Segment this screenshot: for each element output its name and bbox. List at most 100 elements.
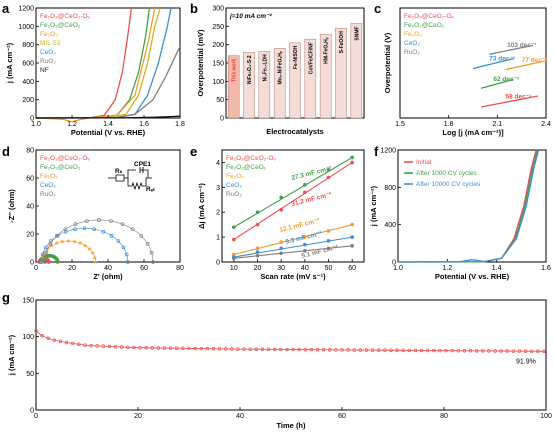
y-tick-label: 600 xyxy=(22,61,34,68)
bar-category-label: HM-FeOₓHᵧ xyxy=(324,37,330,64)
cdl-point xyxy=(303,190,307,195)
nyquist-point xyxy=(101,229,106,234)
cdl-point xyxy=(303,249,307,253)
panel-label-g: g xyxy=(2,290,10,305)
x-tick-label: 1.4 xyxy=(492,265,502,272)
panel-label-d: d xyxy=(2,144,10,159)
y-tick-label: 0 xyxy=(30,116,34,123)
circuit-label-rs: Rₛ xyxy=(115,168,123,175)
panel-f: 1.0 1.2 1.4 1.6 0 400 800 1200 Potential (V vs. … xyxy=(369,148,551,282)
y-tick-label: 1200 xyxy=(18,6,34,13)
tafel-slope-label: 77 dec⁻¹ xyxy=(522,57,548,64)
legend-entry: Fe₂O₃@CeO₂-Oᵥ xyxy=(40,13,91,20)
y-tick-label: 0 xyxy=(392,260,396,267)
cdl-point xyxy=(232,252,236,257)
nyquist-point xyxy=(120,222,125,227)
nyquist-point xyxy=(43,245,48,250)
x-tick-label: 1.0 xyxy=(31,121,41,128)
x-tick-label: 10 xyxy=(230,265,238,272)
nyquist-point xyxy=(48,241,53,246)
x-tick-label: 0 xyxy=(34,265,38,272)
x-axis-label: Z′ (ohm) xyxy=(93,272,123,281)
y-axis-label: j (mA cm⁻²) xyxy=(369,185,378,227)
equivalent-circuit-inset: CPE1 Rₛ Rₑₜ xyxy=(108,161,155,193)
y-tick-label: 2 xyxy=(216,210,220,217)
y-tick-label: 1000 xyxy=(18,24,34,31)
x-tick-label: 80 xyxy=(176,265,184,272)
stability-point xyxy=(34,329,38,333)
cdl-value-label: 31.2 mF cm⁻² xyxy=(291,191,333,208)
x-tick-label: 40 xyxy=(104,265,112,272)
x-tick-label: 20 xyxy=(134,413,142,420)
x-axis-label: Potential (V vs. RHE) xyxy=(71,128,146,137)
cdl-point xyxy=(350,235,354,239)
bar xyxy=(289,42,301,119)
legend-entry: RuO₂ xyxy=(40,58,56,65)
legend-entry: RuO₂ xyxy=(404,49,420,56)
bar-category-label: Mo₂-NiFeOₓHᵧ xyxy=(278,51,284,84)
tafel-slope-label: 62 dec⁻¹ xyxy=(493,76,519,83)
y-tick-label: 800 xyxy=(384,185,396,192)
x-tick-label: 1.0 xyxy=(393,265,403,272)
panel-label-b: b xyxy=(190,1,198,16)
legend-entry: RuO₂ xyxy=(226,191,242,198)
cdl-point xyxy=(255,250,260,254)
tafel-line xyxy=(480,95,539,108)
panel-c: 1.5 1.8 2.1 2.4 Log [j (mA cm⁻²)] Overpotenti… xyxy=(383,7,551,137)
nyquist-point: ★ xyxy=(39,259,44,266)
cdl-fit-line xyxy=(233,236,353,258)
y-tick-label: 100 xyxy=(212,79,224,86)
cdl-point xyxy=(255,253,260,258)
x-tick-label: 1.5 xyxy=(395,121,405,128)
legend-entry: CeO₂ xyxy=(226,182,242,189)
cdl-point xyxy=(350,222,354,227)
y-axis-label: j (mA cm⁻²) xyxy=(5,42,14,84)
bar-category-label: Ni₃Fe₁-LDH xyxy=(262,54,268,82)
x-tick-label: 80 xyxy=(440,413,448,420)
x-axis-label: Time (h) xyxy=(276,421,306,430)
y-tick-label: 50 xyxy=(216,97,224,104)
x-tick-label: 40 xyxy=(236,413,244,420)
stability-point xyxy=(46,336,50,341)
panel-label-c: c xyxy=(374,1,381,16)
plot-frame-e xyxy=(221,149,365,263)
nyquist-point: ★ xyxy=(77,240,82,247)
tafel-line xyxy=(480,78,514,89)
cdl-point xyxy=(279,246,283,251)
y-tick-label: 4 xyxy=(216,160,220,167)
nyquist-fit xyxy=(41,255,58,262)
stability-point xyxy=(40,333,44,338)
x-tick-label: 20 xyxy=(254,265,262,272)
y-tick-label: 300 xyxy=(212,6,224,13)
x-tick-label: 1.4 xyxy=(103,121,113,128)
cdl-point xyxy=(255,210,260,215)
cdl-fit-line xyxy=(233,161,353,241)
x-tick-label: 1.8 xyxy=(175,121,185,128)
nyquist-point xyxy=(124,252,129,257)
panel-a: 1.0 1.2 1.4 1.6 1.8 0 200 400 600 800 1000 1200 Pote… xyxy=(5,6,185,138)
x-tick-label: 1.2 xyxy=(67,121,77,128)
circuit-label-cpe: CPE1 xyxy=(134,161,151,168)
y-tick-label: 0 xyxy=(30,408,34,415)
plot-frame-c xyxy=(399,7,547,119)
x-tick-label: 1.2 xyxy=(442,265,452,272)
bar xyxy=(304,38,317,119)
y-tick-label: 0 xyxy=(216,260,220,267)
legend-entry: Fe₂O₃@CeO₂-Oᵥ xyxy=(226,155,277,162)
nyquist-point xyxy=(40,252,45,257)
cdl-point xyxy=(326,175,331,180)
nyquist-point: ★ xyxy=(49,243,54,250)
nyquist-fit xyxy=(44,219,154,263)
x-axis-label: Log [j (mA cm⁻²)] xyxy=(442,128,504,137)
legend-entry: CeO₂ xyxy=(40,49,56,56)
panel-b: 0 50 100 150 200 250 300 Electrocatalysts Overpo… xyxy=(196,6,365,136)
cdl-point xyxy=(255,222,260,227)
cdl-point xyxy=(303,183,307,187)
legend-entry: Fe₂O₃ xyxy=(404,31,422,38)
bar-category-label: NiFe₂O₄-S-2 xyxy=(247,55,253,84)
cdl-point xyxy=(303,235,307,239)
y-tick-label: 400 xyxy=(384,222,396,229)
y-axis-label: -Z″ (ohm) xyxy=(7,189,16,223)
bar xyxy=(258,51,271,119)
legend-entry: Fe₂O₃@CeO₂ xyxy=(226,164,267,171)
